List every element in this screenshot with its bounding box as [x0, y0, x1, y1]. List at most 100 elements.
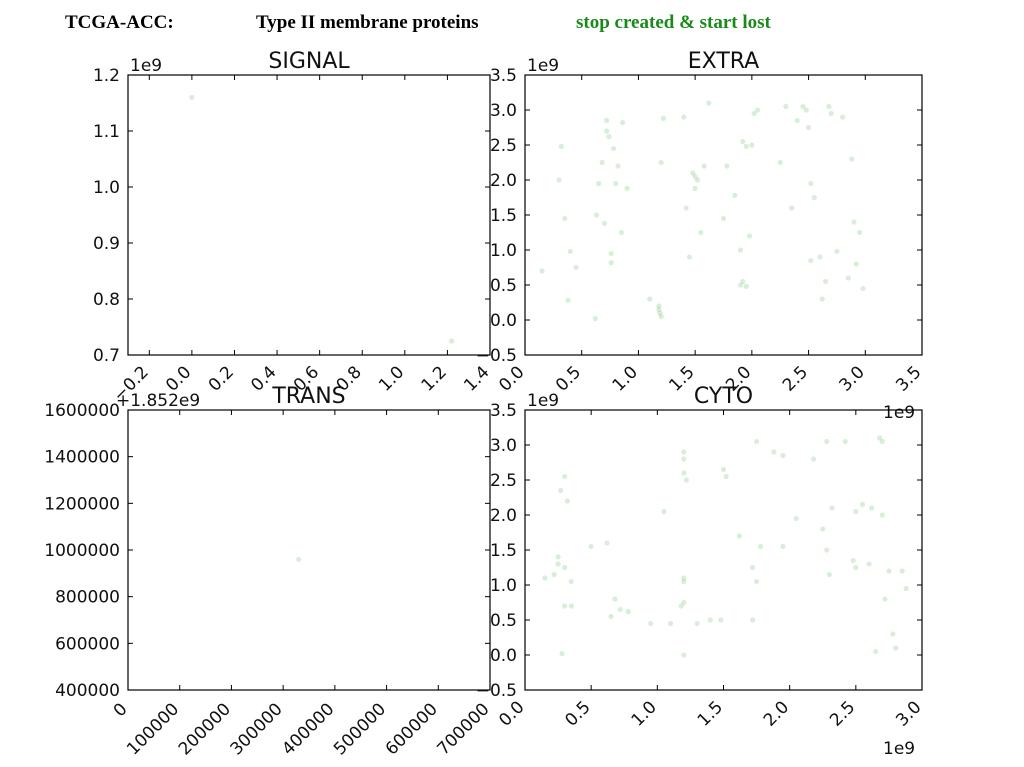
y-tick-label: 0.5 [490, 276, 517, 296]
data-point [681, 652, 687, 658]
data-point [706, 100, 712, 106]
data-point [751, 110, 757, 117]
data-point [853, 508, 859, 515]
data-point [558, 487, 564, 494]
y-tick-label: 1000000 [44, 541, 120, 561]
y-tick-label: 0.8 [93, 290, 120, 310]
x-tick-label: 1.0 [628, 697, 661, 730]
data-point [777, 159, 783, 166]
data-point [698, 229, 704, 236]
y-offset-label: +1.852e9 [116, 391, 200, 411]
data-point [612, 596, 618, 602]
data-point [828, 110, 834, 117]
data-point [681, 114, 687, 120]
x-tick-label: 1.5 [694, 697, 727, 730]
x-tick-label: 0.2 [205, 362, 238, 395]
x-tick-label: 0.0 [495, 697, 528, 730]
data-point [849, 156, 855, 162]
y-tick-label: 600000 [55, 634, 120, 654]
data-point [850, 557, 856, 564]
data-point [853, 564, 859, 571]
data-point [817, 254, 823, 260]
data-point [661, 508, 667, 515]
data-point [593, 212, 600, 218]
data-point [606, 134, 612, 140]
data-point [683, 477, 690, 483]
x-tick-label: 500000 [330, 699, 390, 759]
data-point [743, 283, 749, 289]
subplot-trans: TRANS01000002000003000004000005000006000… [44, 384, 493, 759]
y-tick-label: 0.9 [93, 234, 120, 254]
data-point [808, 180, 814, 187]
data-point [754, 107, 761, 113]
data-point [903, 585, 909, 592]
data-point [737, 282, 744, 288]
data-point [539, 268, 545, 274]
data-point [692, 173, 698, 180]
y-tick-label: −0.5 [476, 681, 517, 701]
data-point [724, 163, 730, 169]
x-tick-label: 1.0 [375, 362, 408, 395]
data-point [771, 449, 777, 455]
data-point [707, 617, 713, 623]
data-point [750, 617, 756, 623]
data-point [743, 143, 749, 149]
data-point [826, 571, 832, 578]
data-point [753, 578, 760, 585]
data-point [658, 159, 664, 166]
subplot-title: TRANS [271, 384, 345, 409]
data-point [559, 651, 565, 657]
data-point [800, 103, 806, 110]
data-point [877, 435, 883, 441]
data-point [615, 163, 621, 169]
data-point [780, 452, 786, 459]
data-point [681, 575, 687, 581]
data-point [824, 547, 830, 553]
data-point [840, 114, 846, 120]
y-tick-label: 0.0 [490, 646, 517, 666]
x-offset-label: 1e9 [883, 739, 915, 759]
data-point [820, 526, 826, 532]
data-point [873, 648, 879, 655]
data-point [604, 128, 610, 134]
data-point [568, 578, 574, 585]
y-tick-label: −0.5 [476, 346, 517, 366]
axes-frame [524, 409, 923, 691]
data-point [656, 303, 662, 309]
y-tick-label: 2.0 [490, 506, 517, 526]
x-tick-label: 200000 [175, 699, 235, 759]
x-tick-label: 0.5 [561, 697, 594, 730]
subplot-signal: SIGNAL−0.2 0.0 0.2 0.4 0.6 0.8 1.0 1.2 1.40.70.8… [93, 49, 494, 406]
data-point [718, 617, 724, 623]
y-tick-label: 2.0 [490, 171, 517, 191]
data-point [681, 599, 687, 606]
data-point [449, 338, 455, 344]
data-point [860, 285, 866, 292]
data-point [882, 596, 888, 602]
data-point [749, 142, 755, 148]
data-point [555, 561, 561, 567]
data-point [573, 264, 579, 271]
data-point [740, 278, 746, 285]
x-tick-label: 400000 [278, 699, 338, 759]
data-point [608, 250, 614, 257]
data-point [899, 568, 905, 574]
data-point [886, 568, 892, 574]
data-point [551, 571, 557, 578]
subplot-title: SIGNAL [268, 49, 350, 74]
x-tick-label: 0.0 [495, 362, 528, 395]
subplot-title: CYTO [694, 384, 753, 409]
data-point [732, 192, 738, 198]
data-point [658, 313, 664, 320]
y-tick-label: 1.0 [93, 178, 120, 198]
y-offset-label: 1e9 [130, 56, 162, 76]
data-point [810, 456, 817, 462]
data-point [701, 163, 707, 169]
data-point [694, 620, 700, 627]
y-tick-label: 0.5 [490, 611, 517, 631]
y-tick-label: 1.0 [490, 241, 517, 261]
data-point [681, 456, 687, 462]
y-tick-label: 0.0 [490, 311, 517, 331]
data-point [842, 438, 848, 445]
